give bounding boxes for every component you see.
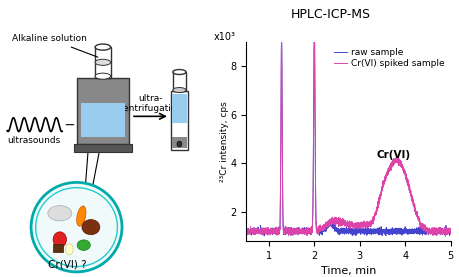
Cr(VI) spiked sample <box>279 78 284 82</box>
raw sample <box>331 225 336 228</box>
Ellipse shape <box>95 44 111 50</box>
Cr(VI) spiked sample <box>322 224 328 227</box>
Bar <box>76 78 129 144</box>
Bar <box>173 72 185 91</box>
Text: Cr(VI) ?: Cr(VI) ? <box>48 259 86 269</box>
Text: ultrasounds: ultrasounds <box>7 136 60 145</box>
Text: Cr(VI): Cr(VI) <box>376 150 410 160</box>
Circle shape <box>53 232 67 247</box>
Cr(VI) spiked sample <box>266 231 272 235</box>
Bar <box>172 137 186 148</box>
raw sample <box>445 229 451 232</box>
Ellipse shape <box>31 182 122 272</box>
Cr(VI) spiked sample <box>331 217 336 220</box>
Circle shape <box>177 141 181 147</box>
Line: Cr(VI) spiked sample: Cr(VI) spiked sample <box>246 25 452 236</box>
Cr(VI) spiked sample <box>243 229 248 233</box>
Bar <box>73 144 132 152</box>
Bar <box>172 94 186 123</box>
Ellipse shape <box>77 206 86 226</box>
Text: HPLC-ICP-MS: HPLC-ICP-MS <box>291 8 370 21</box>
Text: x10³: x10³ <box>213 32 235 42</box>
raw sample <box>266 230 272 234</box>
Legend: raw sample, Cr(VI) spiked sample: raw sample, Cr(VI) spiked sample <box>331 46 445 70</box>
Bar <box>52 244 63 252</box>
Ellipse shape <box>173 88 185 93</box>
raw sample <box>311 23 316 26</box>
Bar <box>95 47 111 78</box>
X-axis label: Time, min: Time, min <box>320 266 375 276</box>
Cr(VI) spiked sample <box>423 229 429 232</box>
Ellipse shape <box>82 219 100 235</box>
Text: Alkaline solution: Alkaline solution <box>12 34 98 57</box>
raw sample <box>322 227 328 231</box>
Cr(VI) spiked sample <box>449 228 455 231</box>
raw sample <box>261 234 266 238</box>
Ellipse shape <box>77 240 90 250</box>
Cr(VI) spiked sample <box>445 230 451 234</box>
Cr(VI) spiked sample <box>442 235 448 238</box>
Bar <box>81 102 124 137</box>
Line: raw sample: raw sample <box>246 25 452 236</box>
Y-axis label: ²³Cr intensity, cps: ²³Cr intensity, cps <box>219 101 228 182</box>
raw sample <box>243 229 248 232</box>
Bar <box>171 91 187 150</box>
raw sample <box>449 230 455 233</box>
Ellipse shape <box>173 70 185 75</box>
Cr(VI) spiked sample <box>311 24 316 27</box>
raw sample <box>279 88 284 91</box>
Ellipse shape <box>65 244 73 255</box>
Text: ultra-
centrifugation: ultra- centrifugation <box>118 94 182 113</box>
Ellipse shape <box>95 73 111 79</box>
raw sample <box>423 227 429 231</box>
Ellipse shape <box>95 59 111 65</box>
Ellipse shape <box>48 206 72 221</box>
